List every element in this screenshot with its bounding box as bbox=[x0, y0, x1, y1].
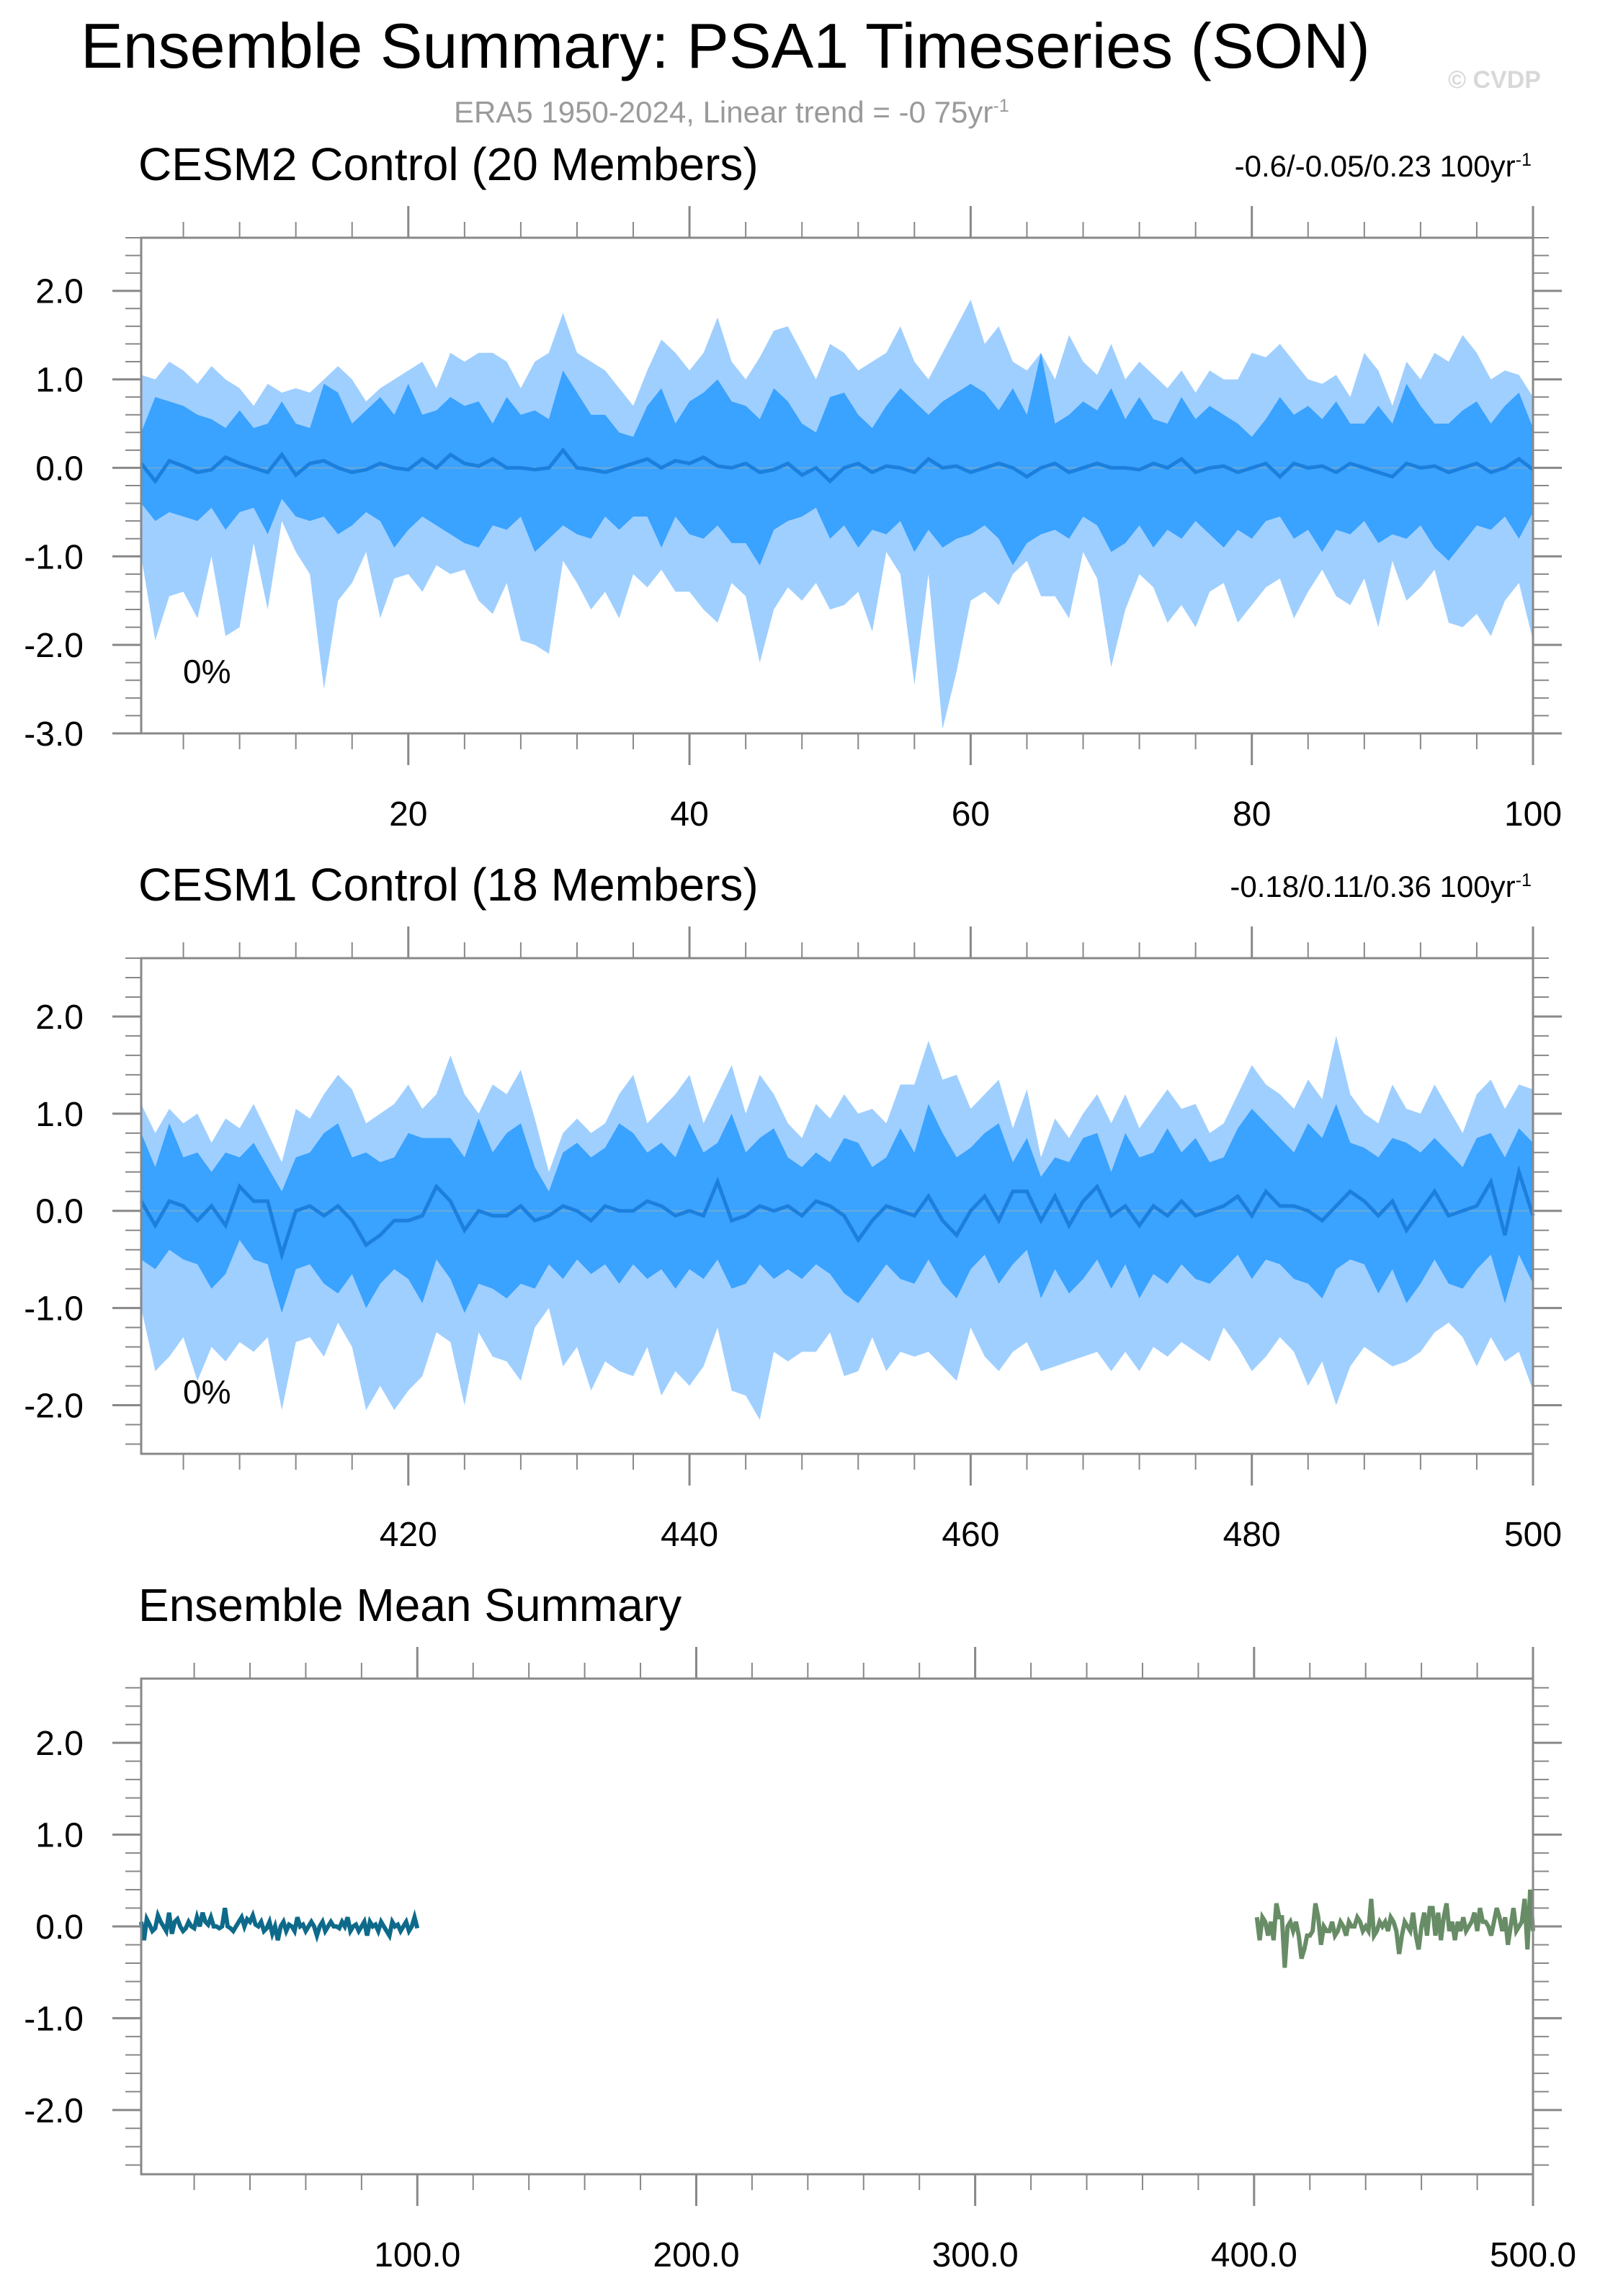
y-tick-label: 1.0 bbox=[35, 362, 84, 400]
x-tick-label: 80 bbox=[1233, 795, 1271, 834]
percent-annotation: 0% bbox=[183, 1373, 231, 1411]
y-tick-label: -1.0 bbox=[24, 1290, 84, 1328]
panel-1: 0% 2.0 1.0 0.0 -1.0 -2.0 -3.0 20 40 60 80 100 bbox=[24, 206, 1562, 834]
x-tick-label: 420 bbox=[380, 1516, 437, 1554]
y-tick-label: 2.0 bbox=[35, 273, 84, 311]
panel-3: 2.0 1.0 0.0 -1.0 -2.0 100.0 200.0 300.0 400.0 500… bbox=[24, 1647, 1576, 2274]
y-tick-label: 1.0 bbox=[35, 1096, 84, 1134]
ensemble-interquartile-band bbox=[141, 352, 1533, 566]
panel3-title: Ensemble Mean Summary bbox=[138, 1579, 682, 1631]
subtitle-text: ERA5 1950-2024, Linear trend = -0 75yr bbox=[454, 95, 993, 129]
panel2-trend: -0.18/0.11/0.36 100yr-1 bbox=[1230, 870, 1532, 903]
page-title: Ensemble Summary: PSA1 Timeseries (SON) bbox=[81, 10, 1370, 81]
x-tick-label: 200.0 bbox=[653, 2236, 739, 2274]
x-tick-label: 300.0 bbox=[932, 2236, 1019, 2274]
y-tick-label: 0.0 bbox=[35, 1193, 84, 1231]
panel1-title: CESM2 Control (20 Members) bbox=[138, 138, 759, 190]
ensemble-mean-line bbox=[139, 1165, 1535, 1261]
summary-mean-line-2 bbox=[1254, 1889, 1535, 1968]
panel1-trend-sup: -1 bbox=[1515, 150, 1532, 170]
plot-frame bbox=[140, 957, 1534, 1455]
x-tick-label: 60 bbox=[952, 795, 990, 834]
ensemble-interquartile-band bbox=[141, 1104, 1533, 1313]
panel1-trend: -0.6/-0.05/0.23 100yr-1 bbox=[1235, 151, 1532, 182]
y-tick-label: -2.0 bbox=[24, 627, 84, 665]
x-tick-label: 480 bbox=[1223, 1516, 1281, 1554]
y-tick-label: -1.0 bbox=[24, 2000, 84, 2038]
y-tick-label: 1.0 bbox=[35, 1817, 84, 1855]
y-tick-label: -2.0 bbox=[24, 2092, 84, 2130]
x-tick-label: 400.0 bbox=[1211, 2236, 1297, 2274]
y-tick-label: -2.0 bbox=[24, 1388, 84, 1426]
panel2-trend-text: -0.18/0.11/0.36 100yr bbox=[1230, 870, 1516, 903]
percent-annotation: 0% bbox=[183, 653, 231, 690]
panel1-trend-text: -0.6/-0.05/0.23 100yr bbox=[1234, 149, 1516, 183]
y-tick-label: 2.0 bbox=[35, 999, 84, 1037]
y-tick-label: 0.0 bbox=[35, 1908, 84, 1947]
y-tick-label: -3.0 bbox=[24, 715, 84, 754]
y-tick-label: 0.0 bbox=[35, 450, 84, 488]
y-tick-label: -1.0 bbox=[24, 538, 84, 576]
x-tick-label: 460 bbox=[942, 1516, 999, 1554]
x-tick-label: 500 bbox=[1504, 1516, 1562, 1554]
x-tick-label: 500.0 bbox=[1490, 2236, 1576, 2274]
subtitle-sup: -1 bbox=[993, 96, 1009, 116]
x-tick-label: 100 bbox=[1504, 795, 1562, 834]
panel-2: 0% 2.0 1.0 0.0 -1.0 -2.0 420 440 460 480 500 bbox=[24, 926, 1562, 1554]
panel2-title: CESM1 Control (18 Members) bbox=[138, 859, 759, 911]
summary-mean-line-1 bbox=[139, 1908, 420, 1943]
x-tick-label: 40 bbox=[670, 795, 708, 834]
panel2-trend-sup: -1 bbox=[1515, 870, 1532, 890]
x-tick-label: 440 bbox=[661, 1516, 718, 1554]
y-tick-label: 2.0 bbox=[35, 1725, 84, 1763]
copyright-label: © CVDP bbox=[1448, 66, 1541, 94]
x-tick-label: 20 bbox=[389, 795, 427, 834]
ensemble-mean-line bbox=[140, 447, 1534, 485]
x-tick-label: 100.0 bbox=[374, 2236, 460, 2274]
subtitle: ERA5 1950-2024, Linear trend = -0 75yr-1 bbox=[454, 95, 1009, 130]
